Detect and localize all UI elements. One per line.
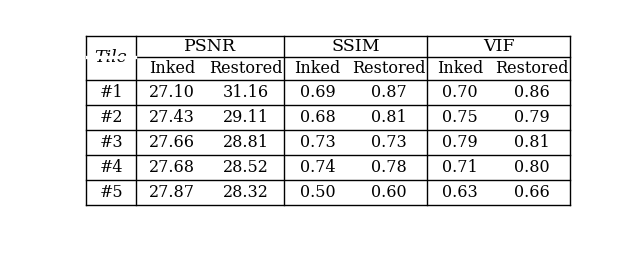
Text: 0.81: 0.81	[371, 109, 406, 126]
Text: 31.16: 31.16	[223, 84, 269, 101]
Text: 0.79: 0.79	[514, 109, 550, 126]
Text: 27.43: 27.43	[149, 109, 195, 126]
Text: 0.71: 0.71	[442, 159, 478, 176]
Text: 0.74: 0.74	[300, 159, 335, 176]
Text: 27.87: 27.87	[149, 184, 195, 201]
Text: #5: #5	[99, 184, 123, 201]
Text: #3: #3	[99, 134, 123, 151]
Text: 28.81: 28.81	[223, 134, 269, 151]
Text: PSNR: PSNR	[184, 38, 236, 55]
Text: 0.73: 0.73	[300, 134, 335, 151]
Text: Inked: Inked	[149, 60, 195, 77]
Text: #1: #1	[99, 84, 123, 101]
Text: 0.70: 0.70	[442, 84, 478, 101]
Text: 0.63: 0.63	[442, 184, 478, 201]
Text: Inked: Inked	[294, 60, 340, 77]
Text: VIF: VIF	[483, 38, 515, 55]
Text: 0.78: 0.78	[371, 159, 406, 176]
Text: 0.66: 0.66	[514, 184, 550, 201]
Text: 0.80: 0.80	[514, 159, 550, 176]
Text: 0.69: 0.69	[300, 84, 335, 101]
Text: #4: #4	[99, 159, 123, 176]
Text: 27.66: 27.66	[149, 134, 195, 151]
Text: 0.50: 0.50	[300, 184, 335, 201]
Text: 0.60: 0.60	[371, 184, 406, 201]
Text: 0.75: 0.75	[442, 109, 478, 126]
Text: 0.68: 0.68	[300, 109, 335, 126]
Text: 0.81: 0.81	[514, 134, 550, 151]
Text: 0.87: 0.87	[371, 84, 406, 101]
Text: #2: #2	[99, 109, 123, 126]
Text: 29.11: 29.11	[223, 109, 269, 126]
Text: 27.68: 27.68	[149, 159, 195, 176]
Text: Inked: Inked	[437, 60, 483, 77]
Text: Restored: Restored	[352, 60, 426, 77]
Text: 0.79: 0.79	[442, 134, 478, 151]
Text: Tile: Tile	[95, 49, 127, 66]
Text: 28.32: 28.32	[223, 184, 269, 201]
Text: 0.73: 0.73	[371, 134, 406, 151]
Text: SSIM: SSIM	[332, 38, 380, 55]
Text: Restored: Restored	[495, 60, 568, 77]
Text: 27.10: 27.10	[149, 84, 195, 101]
Text: 0.86: 0.86	[514, 84, 550, 101]
Text: Restored: Restored	[209, 60, 283, 77]
Text: 28.52: 28.52	[223, 159, 269, 176]
